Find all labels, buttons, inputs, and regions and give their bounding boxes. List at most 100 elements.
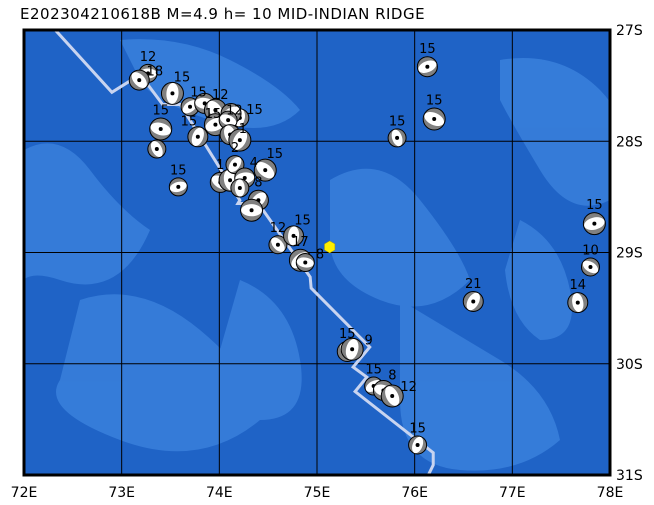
lon-tick-label: 74E [206,485,233,501]
beachball-center [226,118,231,123]
depth-label: 14 [569,278,586,293]
depth-label: 15 [294,214,311,229]
depth-label: 15 [389,114,406,129]
beachball-center [213,108,218,113]
beachball-center [575,300,580,305]
depth-label: 12 [226,104,243,119]
epicenter-marker [324,240,336,254]
beachball-center [249,208,254,213]
focal-mechanism-beachball[interactable] [240,198,264,222]
beachball-center [291,233,296,238]
focal-mechanism-beachball[interactable] [462,290,484,312]
focal-mechanism-beachball[interactable] [149,117,173,141]
focal-mechanism-beachball[interactable] [160,81,184,105]
focal-mechanism-beachball[interactable] [422,107,446,131]
beachball-center [303,260,308,265]
lat-tick-label: 30S [616,357,643,373]
lat-tick-label: 31S [616,468,643,484]
beachball-center [158,127,163,132]
beachball-center [275,242,280,247]
focal-mechanism-beachball[interactable] [582,212,606,236]
focal-mechanism-beachball[interactable] [228,128,252,152]
focal-mechanism-beachball[interactable] [340,337,364,361]
depth-label: 15 [586,198,603,213]
lon-tick-label: 77E [499,485,526,501]
lat-tick-label: 28S [616,134,643,150]
lat-tick-label: 27S [616,23,643,39]
focal-mechanism-beachball[interactable] [283,225,305,247]
bathymetry-shading [24,39,610,471]
depth-label: 21 [465,277,482,292]
beachball-center [415,442,420,447]
focal-mechanism-beachball[interactable] [408,435,428,455]
beachball-center [195,134,200,139]
beachball-center [350,347,355,352]
focal-mechanism-beachball[interactable] [295,253,315,273]
depth-label: 18 [147,65,164,80]
depth-label: 12 [212,88,229,103]
beachball-center [170,91,175,96]
depth-label: 10 [582,243,599,258]
focal-mechanism-beachball[interactable] [128,69,150,91]
depth-label: 15 [266,147,283,162]
depth-label: 17 [292,235,309,250]
beachball-center [237,185,242,190]
beachball-center [395,135,400,140]
depth-label: 12 [270,221,287,236]
beachball-center [263,168,268,173]
ridge-line [54,30,435,475]
depth-label: 15 [365,363,382,378]
depth-label: 12 [400,380,417,395]
beachball-center [188,104,193,109]
depth-label: 15 [205,107,222,122]
depth-label: 15 [181,115,198,130]
depth-label: 15 [152,104,169,119]
beachball-center [228,178,233,183]
focal-mechanism-beachball[interactable] [253,158,277,182]
beachball-center [176,184,181,189]
lon-tick-label: 73E [108,485,135,501]
beachball-center [471,299,476,304]
depth-label: 8 [254,176,262,191]
focal-mechanism-beachball[interactable] [187,126,209,148]
beachball-center [242,175,247,180]
depth-label: 2 [231,141,239,156]
focal-mechanism-beachball[interactable] [268,235,288,255]
focal-mechanism-beachball[interactable] [387,128,407,148]
depth-label: 15 [409,421,426,436]
focal-mechanism-beachball[interactable] [580,257,601,277]
beachball-center [137,78,142,83]
depth-label: 15 [426,94,443,109]
depth-label: 1 [216,158,224,173]
lon-tick-label: 75E [304,485,331,501]
depth-label: 15 [246,103,263,118]
beachball-center [154,147,159,152]
depth-label: 15 [190,86,207,101]
beachball-center [237,138,242,143]
focal-mechanism-beachball[interactable] [147,139,167,159]
beachball-center [588,264,593,269]
beachball-center [592,221,597,226]
beachball-center [232,162,237,167]
depth-label: 8 [316,248,324,263]
map-frame [22,28,612,477]
depth-label: 15 [174,70,191,85]
focal-mechanism-beachball[interactable] [416,56,438,78]
depth-label: 15 [339,327,356,342]
depth-label: 4 [250,156,258,171]
depth-label: 15 [419,42,436,57]
focal-mechanism-beachball[interactable] [380,384,404,408]
focal-mechanism-beachball[interactable] [168,177,188,197]
beachball-center [432,117,437,121]
focal-mechanisms [128,56,606,455]
depth-label: 15 [170,163,187,178]
depth-label: 1 [239,122,247,137]
map-title: E202304210618B M=4.9 h= 10 MID-INDIAN RI… [20,5,426,23]
focal-mechanism-beachball[interactable] [230,178,250,198]
depth-label: 12 [140,50,157,65]
lat-tick-label: 29S [616,246,643,262]
focal-mechanism-beachball[interactable] [567,292,589,314]
depth-label: 9 [364,333,372,348]
